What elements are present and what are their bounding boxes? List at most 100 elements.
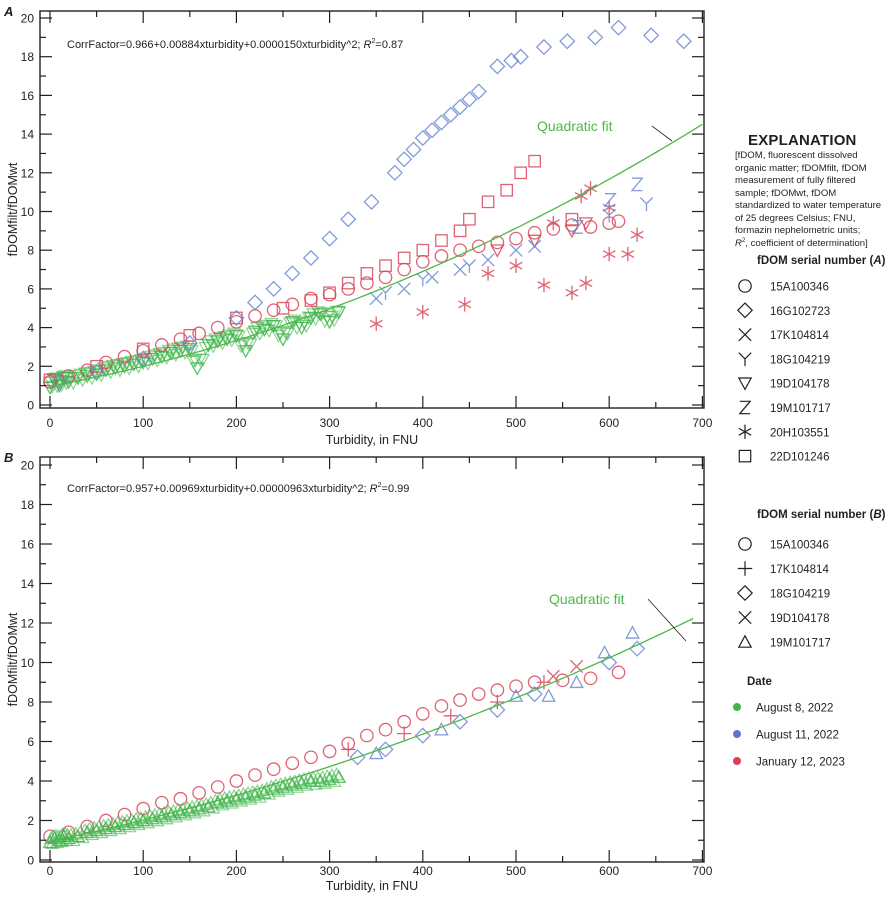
point-19M101717-aug8 [261, 786, 277, 800]
point-16G102723-aug11 [643, 27, 660, 44]
triangle-down-icon [737, 377, 753, 391]
point-19M101717-aug8 [233, 793, 249, 807]
y-tick-label: 20 [21, 459, 35, 473]
point-16G102723-aug11 [386, 164, 403, 181]
point-19D104178-aug8 [315, 307, 330, 321]
x-icon [738, 327, 752, 342]
point-15A100346-jan12 [99, 813, 113, 828]
point-15A100346-jan12 [611, 665, 626, 680]
point-19D104178-aug8 [229, 329, 244, 343]
y-tick-label: 12 [21, 166, 35, 180]
point-19M101717-aug8 [327, 773, 342, 787]
point-19D104178-aug8 [231, 330, 246, 344]
note-text: [fDOM, fluorescent dissolved organic mat… [735, 150, 882, 236]
point-19M101717-aug8 [75, 829, 90, 844]
point-19M101717-aug11 [597, 645, 612, 659]
point-16G102723-aug11 [489, 58, 506, 75]
point-22D101246-jan12 [183, 328, 197, 342]
point-19M101717-aug8 [77, 822, 93, 837]
date-legend: August 8, 2022 August 11, 2022 January 12,… [733, 703, 845, 769]
point-19M101717-aug8 [94, 824, 109, 839]
point-19M101717-aug8 [320, 769, 335, 783]
point-19M101717-aug8 [112, 820, 128, 835]
point-15A100346-jan12 [192, 785, 206, 800]
point-20H103551-jan12 [584, 181, 598, 196]
point-19D104178-jan12 [490, 244, 505, 258]
point-19M101717-aug8 [187, 805, 202, 819]
point-18G104219-aug11 [602, 208, 616, 223]
point-16G102723-aug11 [340, 211, 357, 228]
point-19M101717-aug11 [434, 722, 449, 736]
x-tick-label: 500 [506, 416, 526, 430]
point-15A100346-jan12 [360, 728, 374, 743]
asterisk-icon [738, 424, 752, 439]
point-19M101717-aug11 [569, 674, 584, 689]
r2-value: =0.87 [375, 39, 403, 51]
y-tick-label: 0 [27, 854, 34, 868]
point-15A100346-jan12 [360, 276, 374, 290]
point-19D104178-aug8 [124, 356, 139, 370]
point-19D104178-jan12 [564, 225, 580, 239]
point-20H103551-jan12 [602, 246, 616, 262]
x-tick-label: 400 [413, 864, 433, 878]
point-19D104178-aug8 [312, 308, 328, 322]
plot-frame [39, 10, 705, 409]
point-15A100346-jan12 [527, 225, 542, 240]
point-17K104814-jan12 [536, 675, 552, 690]
point-19D104178-aug8 [161, 344, 177, 359]
point-16G102723-aug11 [284, 265, 301, 282]
point-19M101717-aug8 [45, 835, 60, 850]
panel-label: B [4, 450, 13, 465]
point-15A100346-jan12 [611, 214, 626, 229]
point-22D101246-jan12 [565, 212, 579, 226]
point-16G102723-aug11 [535, 38, 553, 56]
date-legend-label: January 12, 2023 [756, 757, 845, 769]
point-15A100346-jan12 [304, 750, 318, 765]
point-20H103551-jan12 [546, 215, 560, 231]
point-19M101717-aug8 [124, 812, 139, 826]
point-19M101717-aug8 [252, 789, 267, 803]
point-22D101246-jan12 [304, 294, 318, 307]
point-20H103551-jan12 [602, 200, 616, 215]
y-tick-label: 16 [21, 89, 35, 103]
point-16G102723-aug11 [424, 122, 441, 139]
point-15A100346-jan12 [378, 270, 393, 285]
point-17K104814-aug11 [481, 253, 495, 267]
point-15A100346-jan12 [490, 235, 505, 250]
point-19M101717-aug8 [105, 816, 121, 830]
y-tick-label: 8 [27, 244, 34, 258]
y-tick-label: 18 [21, 50, 35, 64]
legend-a-title: fDOM serial number (A) [757, 255, 886, 267]
point-19D104178-aug8 [105, 359, 121, 374]
point-15A100346-jan12 [434, 249, 449, 263]
point-15A100346-jan12 [471, 239, 486, 254]
point-19D104178-aug8 [217, 330, 232, 345]
date-legend-item: January 12, 2023 [733, 757, 845, 769]
diamond-icon [736, 302, 754, 319]
legend-b-title: fDOM serial number (B) [757, 509, 886, 521]
x-tick-label: 0 [47, 416, 54, 430]
legend-item: 19D104178 [737, 377, 829, 391]
legend-item: 15A100346 [738, 279, 829, 294]
r2-superscript: 2 [372, 38, 376, 45]
legend-label: 17K104814 [770, 330, 829, 342]
point-20H103551-jan12 [630, 227, 644, 242]
y-axis-label: fDOMfilt/fDOMwt [6, 612, 20, 706]
point-19M101717-aug8 [131, 817, 146, 831]
point-17K104814-aug11 [397, 282, 411, 296]
y-tick-label: 14 [21, 128, 35, 142]
point-15A100346-jan12 [453, 693, 467, 707]
point-15A100346-jan12 [248, 309, 262, 323]
point-19D104178-aug8 [254, 321, 270, 335]
point-19M101717-aug8 [161, 804, 177, 818]
fit-equation: CorrFactor=0.957+0.00969xturbidity+0.000… [67, 482, 409, 495]
panel-label: A [3, 4, 13, 19]
dot-icon [733, 703, 741, 711]
point-19M101717-aug8 [254, 782, 270, 797]
point-22D101246-jan12 [435, 234, 448, 247]
y-tick-label: 12 [21, 617, 35, 631]
point-15A100346-jan12 [434, 699, 449, 713]
point-16G102723-aug11 [321, 230, 338, 247]
point-16G102723-aug11 [181, 334, 198, 352]
point-15A100346-jan12 [266, 303, 281, 318]
